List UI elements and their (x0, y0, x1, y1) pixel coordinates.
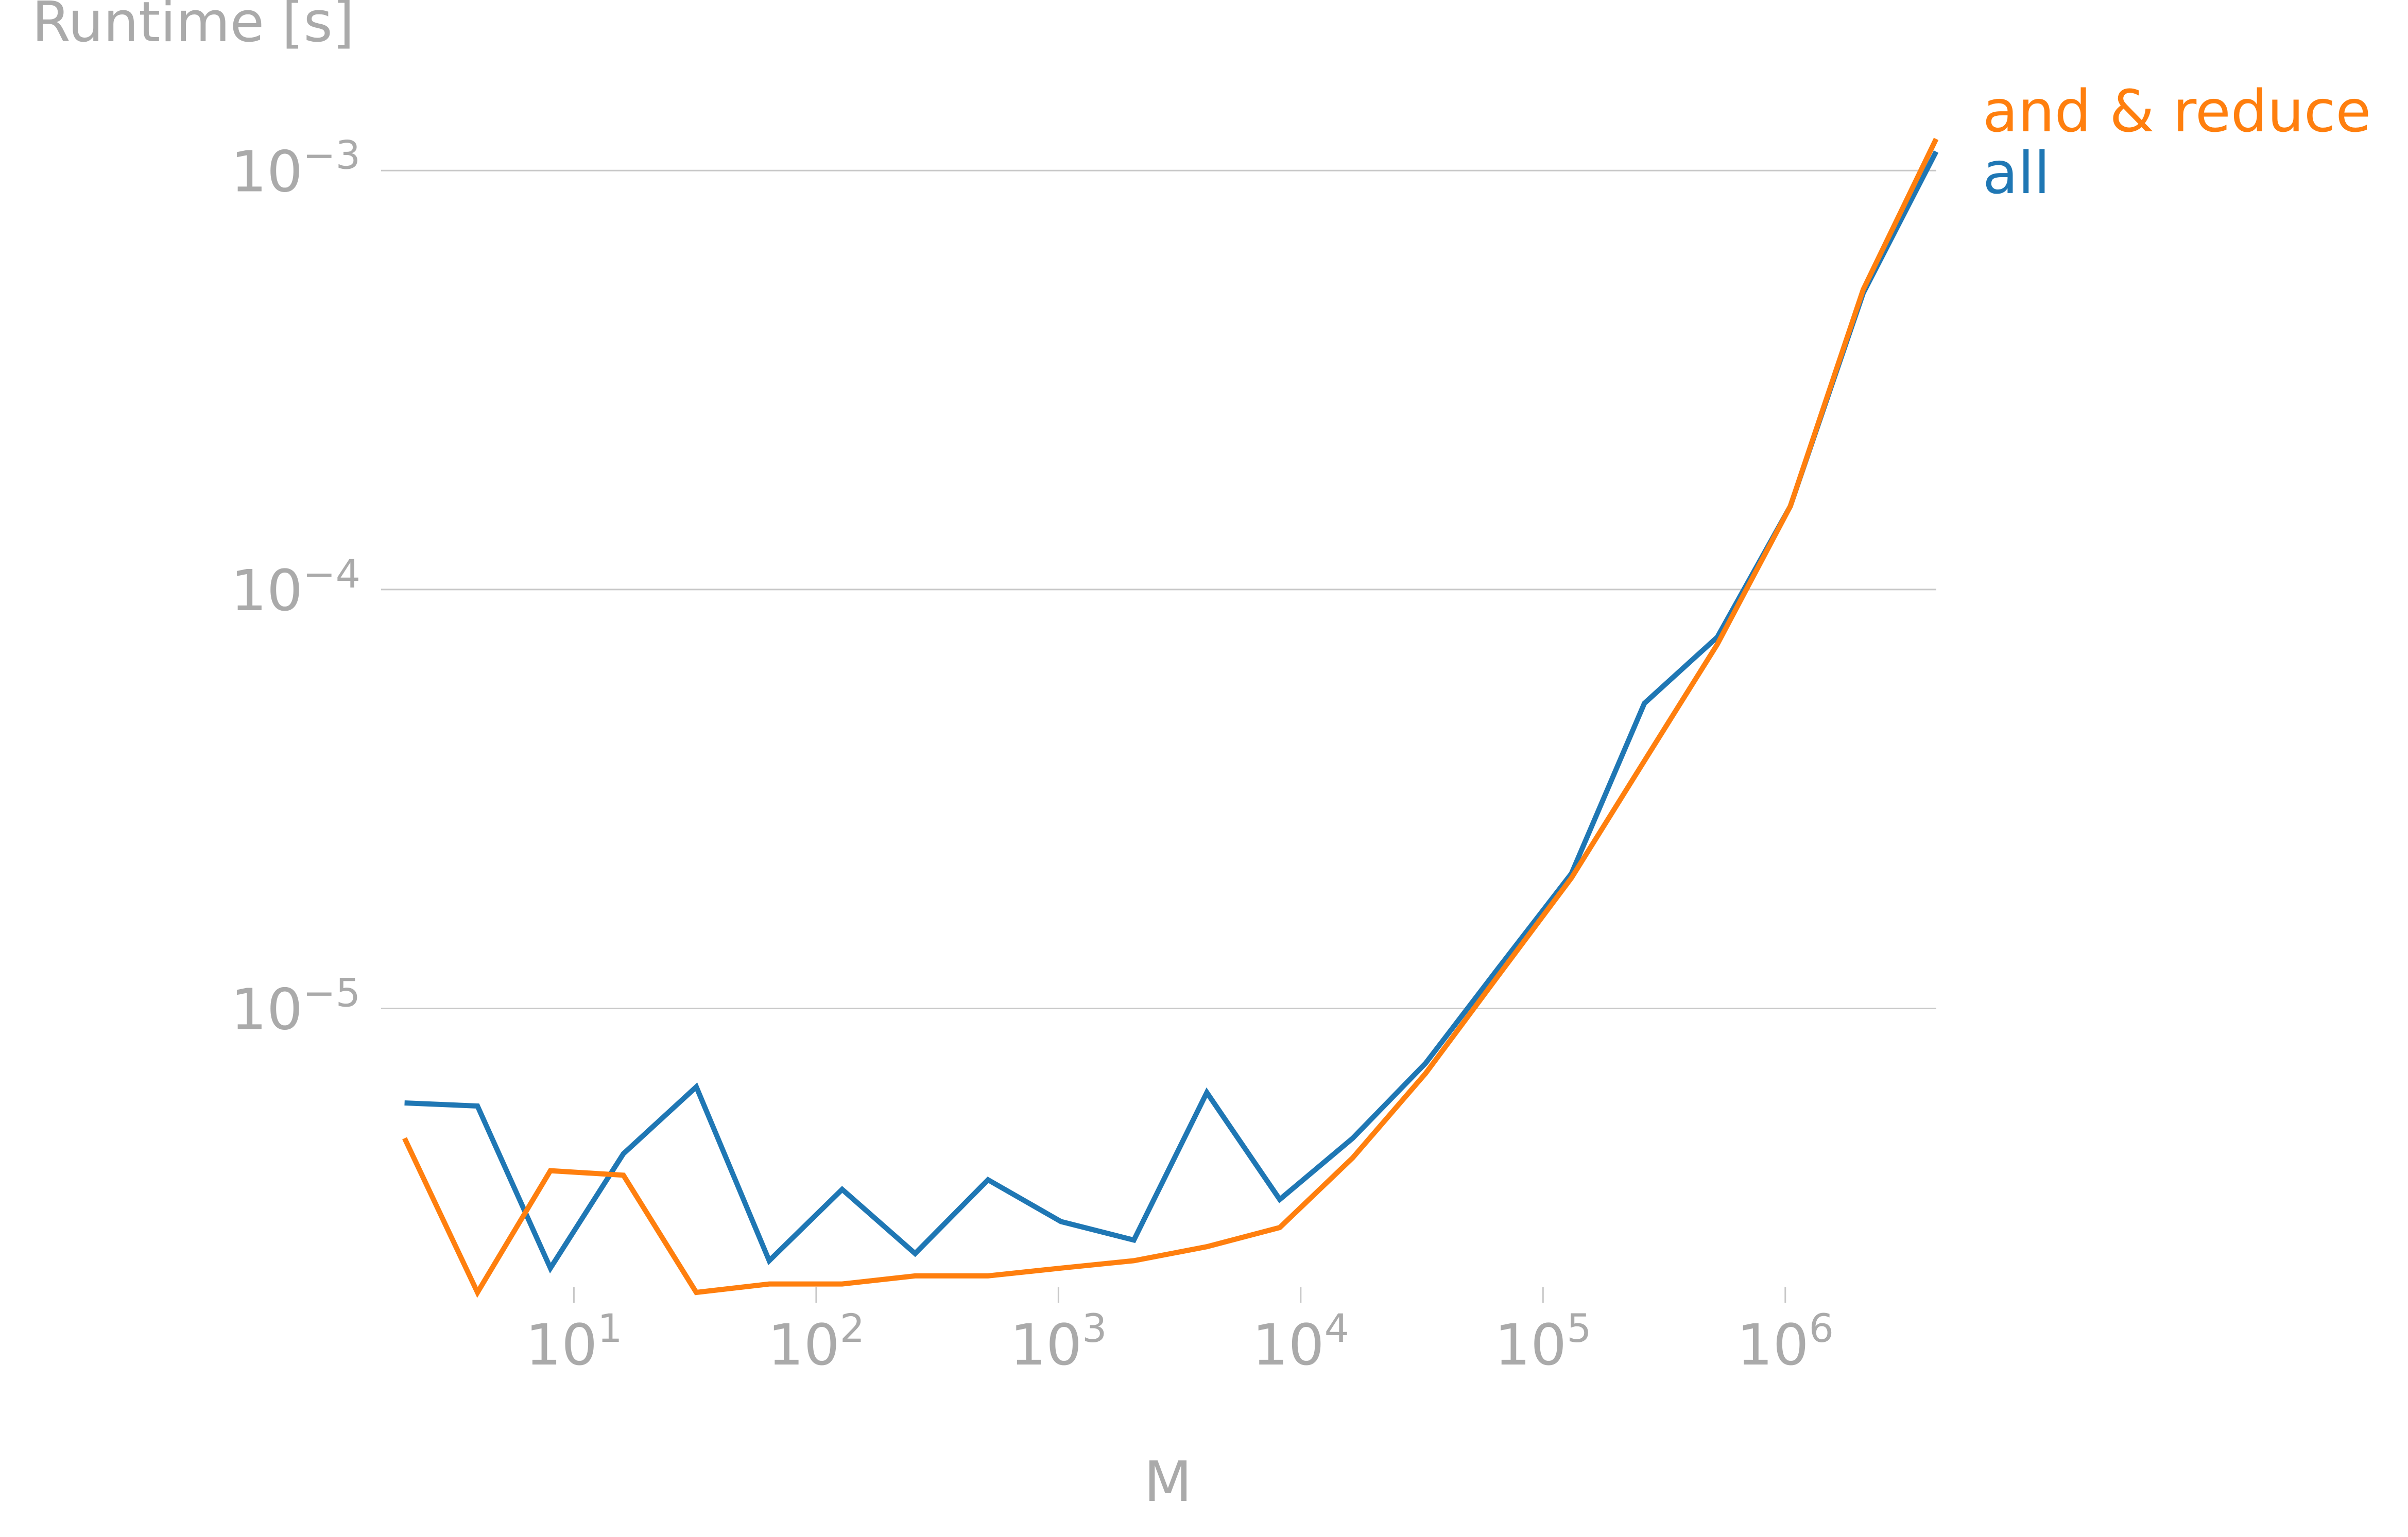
x-tick-base: 10 (1494, 1312, 1567, 1378)
series-line-and-reduce (402, 137, 1939, 1298)
x-tick-label: 103 (1010, 1305, 1107, 1378)
y-tick-exponent: −4 (303, 551, 360, 597)
y-tick-exponent: −5 (303, 970, 360, 1016)
x-tick-exponent: 1 (597, 1305, 622, 1351)
gridlines (381, 169, 1936, 1010)
series-line-all (404, 150, 1939, 1274)
x-tick-base: 10 (1737, 1312, 1809, 1378)
x-tick-label: 105 (1494, 1305, 1591, 1378)
x-axis-label: M (1144, 1450, 1192, 1514)
x-tick-labels: 101 102 103 104 105 106 (525, 1287, 1834, 1378)
x-tick-base: 10 (525, 1312, 597, 1378)
x-tick-exponent: 6 (1809, 1305, 1834, 1351)
x-tick-label: 106 (1737, 1305, 1834, 1378)
y-tick-labels: 10−510−410−3 (231, 132, 360, 1042)
y-tick-base: 10 (231, 139, 303, 204)
y-axis-label: Runtime [s] (32, 0, 354, 55)
y-tick-base: 10 (231, 558, 303, 624)
x-tick-label: 102 (768, 1305, 865, 1378)
x-tick-label: 104 (1252, 1305, 1349, 1378)
x-tick-exponent: 3 (1082, 1305, 1107, 1351)
x-tick-base: 10 (768, 1312, 840, 1378)
x-tick-base: 10 (1010, 1312, 1082, 1378)
y-tick-label: 10−4 (231, 551, 360, 624)
y-tick-exponent: −3 (303, 132, 360, 178)
y-tick-label: 10−5 (231, 970, 360, 1043)
x-tick-exponent: 5 (1567, 1305, 1591, 1351)
y-tick-base: 10 (231, 977, 303, 1043)
x-tick-label: 101 (525, 1305, 622, 1378)
x-tick-exponent: 2 (840, 1305, 865, 1351)
y-tick-label: 10−3 (231, 132, 360, 204)
x-tick-exponent: 4 (1325, 1305, 1349, 1351)
series-lines (402, 137, 1939, 1298)
legend-label-and-reduce: and & reduce (1983, 78, 2371, 145)
legend-label-all: all (1983, 140, 2050, 207)
x-tick-base: 10 (1252, 1312, 1325, 1378)
